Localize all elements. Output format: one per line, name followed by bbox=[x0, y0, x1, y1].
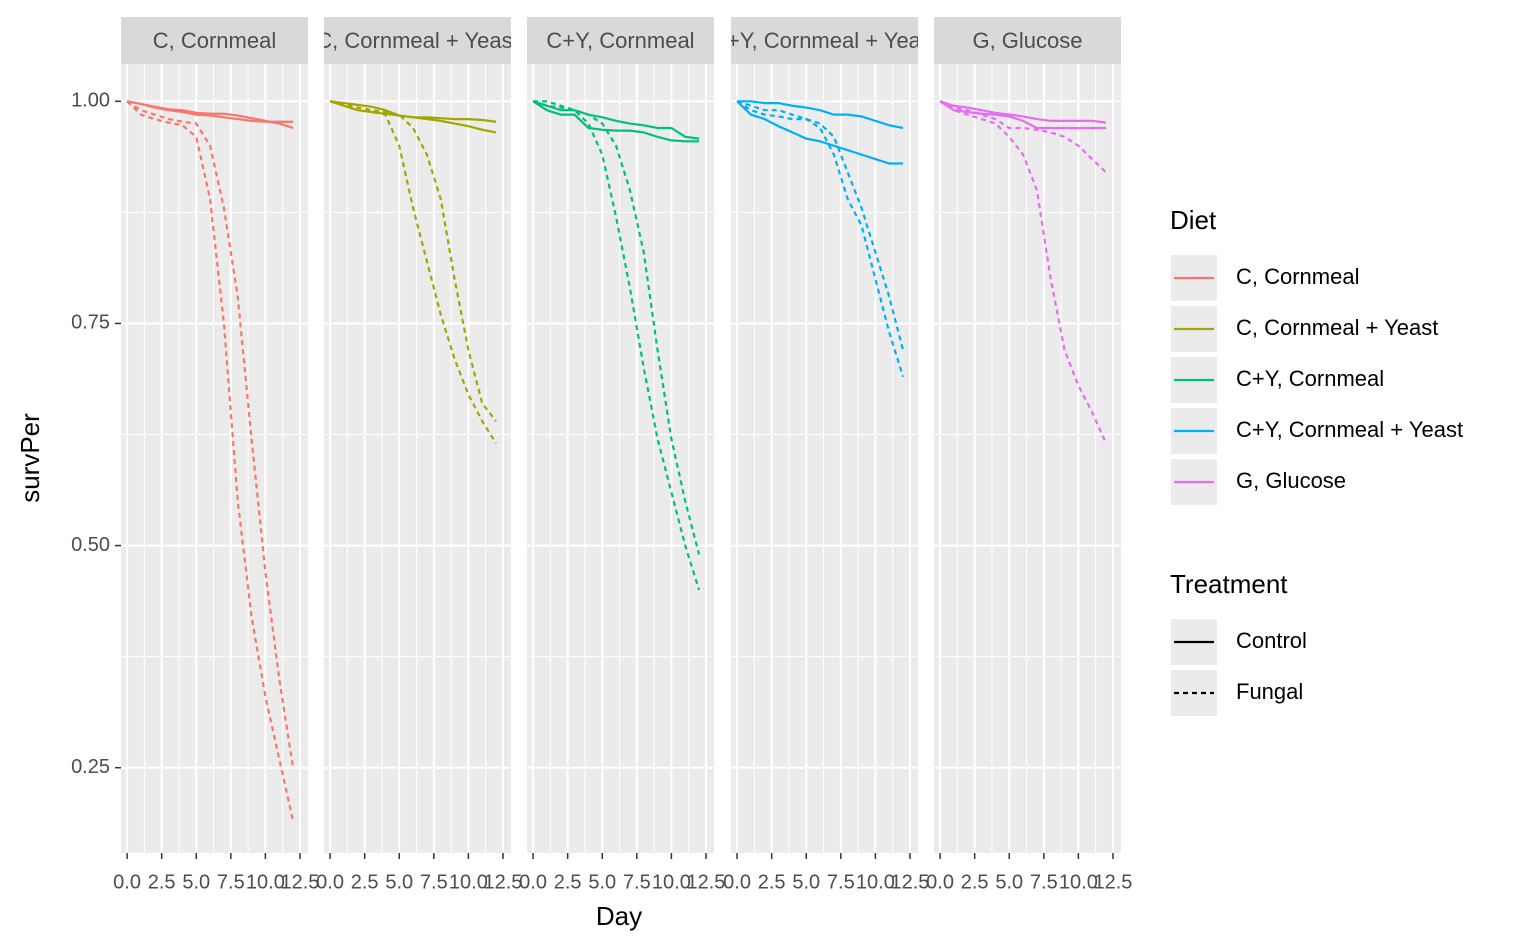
x-tick-label: 2.5 bbox=[148, 871, 176, 893]
x-tick-label: 5.0 bbox=[385, 871, 413, 893]
line-series bbox=[939, 100, 1107, 130]
x-tick-label: 7.5 bbox=[623, 871, 651, 893]
facet-title: G, Glucose bbox=[972, 28, 1082, 53]
line-series bbox=[736, 100, 905, 351]
y-tick-label: 0.75 bbox=[71, 312, 110, 334]
legend-label: C, Cornmeal + Yeast bbox=[1236, 315, 1438, 340]
line-series bbox=[329, 100, 497, 422]
x-tick-label: 7.5 bbox=[827, 871, 855, 893]
line-series bbox=[939, 100, 1107, 174]
x-tick-label: 2.5 bbox=[961, 871, 989, 893]
facet-strip bbox=[934, 17, 1121, 64]
facet-strip bbox=[527, 17, 714, 64]
line-series bbox=[329, 100, 497, 444]
x-tick-label: 0.0 bbox=[113, 871, 141, 893]
x-tick-label: 10.0 bbox=[246, 871, 285, 893]
line-series bbox=[736, 100, 904, 165]
line-series bbox=[939, 100, 1108, 444]
x-tick-label: 5.0 bbox=[182, 871, 210, 893]
x-tick-label: 2.5 bbox=[351, 871, 379, 893]
line-series bbox=[939, 100, 1107, 124]
line-series bbox=[736, 100, 905, 378]
x-tick-label: 12.5 bbox=[1094, 871, 1133, 893]
x-tick-label: 0.0 bbox=[316, 871, 344, 893]
facet-title: C, Cornmeal + Yeast bbox=[316, 28, 518, 53]
line-series bbox=[532, 100, 700, 140]
facet-title: C+Y, Cornmeal bbox=[546, 28, 694, 53]
y-tick-label: 0.25 bbox=[71, 756, 110, 778]
x-tick-label: 12.5 bbox=[687, 871, 726, 893]
legend-label: C, Cornmeal bbox=[1236, 264, 1359, 289]
panel-background bbox=[121, 64, 308, 853]
x-tick-label: 12.5 bbox=[891, 871, 930, 893]
y-axis-label: survPer bbox=[15, 413, 45, 503]
x-tick-label: 5.0 bbox=[588, 871, 616, 893]
panel-background bbox=[731, 64, 918, 853]
line-series bbox=[737, 100, 904, 130]
x-tick-label: 0.0 bbox=[519, 871, 547, 893]
legend-label: Control bbox=[1236, 628, 1307, 653]
x-tick-label: 10.0 bbox=[449, 871, 488, 893]
facet-strip bbox=[324, 17, 511, 64]
facet-title: C+Y, Cornmeal + Yeast bbox=[711, 28, 938, 53]
x-tick-label: 7.5 bbox=[217, 871, 245, 893]
facet-strip bbox=[731, 17, 918, 64]
x-tick-label: 10.0 bbox=[1059, 871, 1098, 893]
panel-background bbox=[324, 64, 511, 853]
line-series bbox=[532, 100, 701, 555]
panel-background bbox=[934, 64, 1121, 853]
legend-title: Treatment bbox=[1170, 569, 1288, 599]
panel-background bbox=[527, 64, 714, 853]
line-series bbox=[533, 100, 701, 591]
line-series bbox=[126, 100, 294, 123]
legend-label: G, Glucose bbox=[1236, 468, 1346, 493]
x-tick-label: 10.0 bbox=[652, 871, 691, 893]
x-tick-label: 12.5 bbox=[281, 871, 320, 893]
line-series bbox=[532, 100, 700, 143]
x-tick-label: 5.0 bbox=[995, 871, 1023, 893]
x-tick-label: 10.0 bbox=[856, 871, 895, 893]
facet-strip bbox=[121, 17, 308, 64]
x-tick-label: 2.5 bbox=[758, 871, 786, 893]
line-series bbox=[126, 100, 295, 768]
y-tick-label: 1.00 bbox=[71, 90, 110, 112]
legend-label: Fungal bbox=[1236, 679, 1303, 704]
x-tick-label: 0.0 bbox=[926, 871, 954, 893]
legend-label: C+Y, Cornmeal + Yeast bbox=[1236, 417, 1463, 442]
x-tick-label: 2.5 bbox=[554, 871, 582, 893]
x-tick-label: 7.5 bbox=[420, 871, 448, 893]
x-tick-label: 0.0 bbox=[723, 871, 751, 893]
legend-label: C+Y, Cornmeal bbox=[1236, 366, 1384, 391]
x-axis-label: Day bbox=[596, 901, 642, 931]
x-tick-label: 7.5 bbox=[1030, 871, 1058, 893]
y-tick-label: 0.50 bbox=[71, 534, 110, 556]
x-tick-label: 12.5 bbox=[484, 871, 523, 893]
x-tick-label: 5.0 bbox=[792, 871, 820, 893]
facet-title: C, Cornmeal bbox=[153, 28, 276, 53]
legend-title: Diet bbox=[1170, 205, 1217, 235]
